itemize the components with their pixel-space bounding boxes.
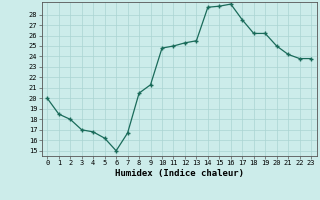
X-axis label: Humidex (Indice chaleur): Humidex (Indice chaleur) (115, 169, 244, 178)
